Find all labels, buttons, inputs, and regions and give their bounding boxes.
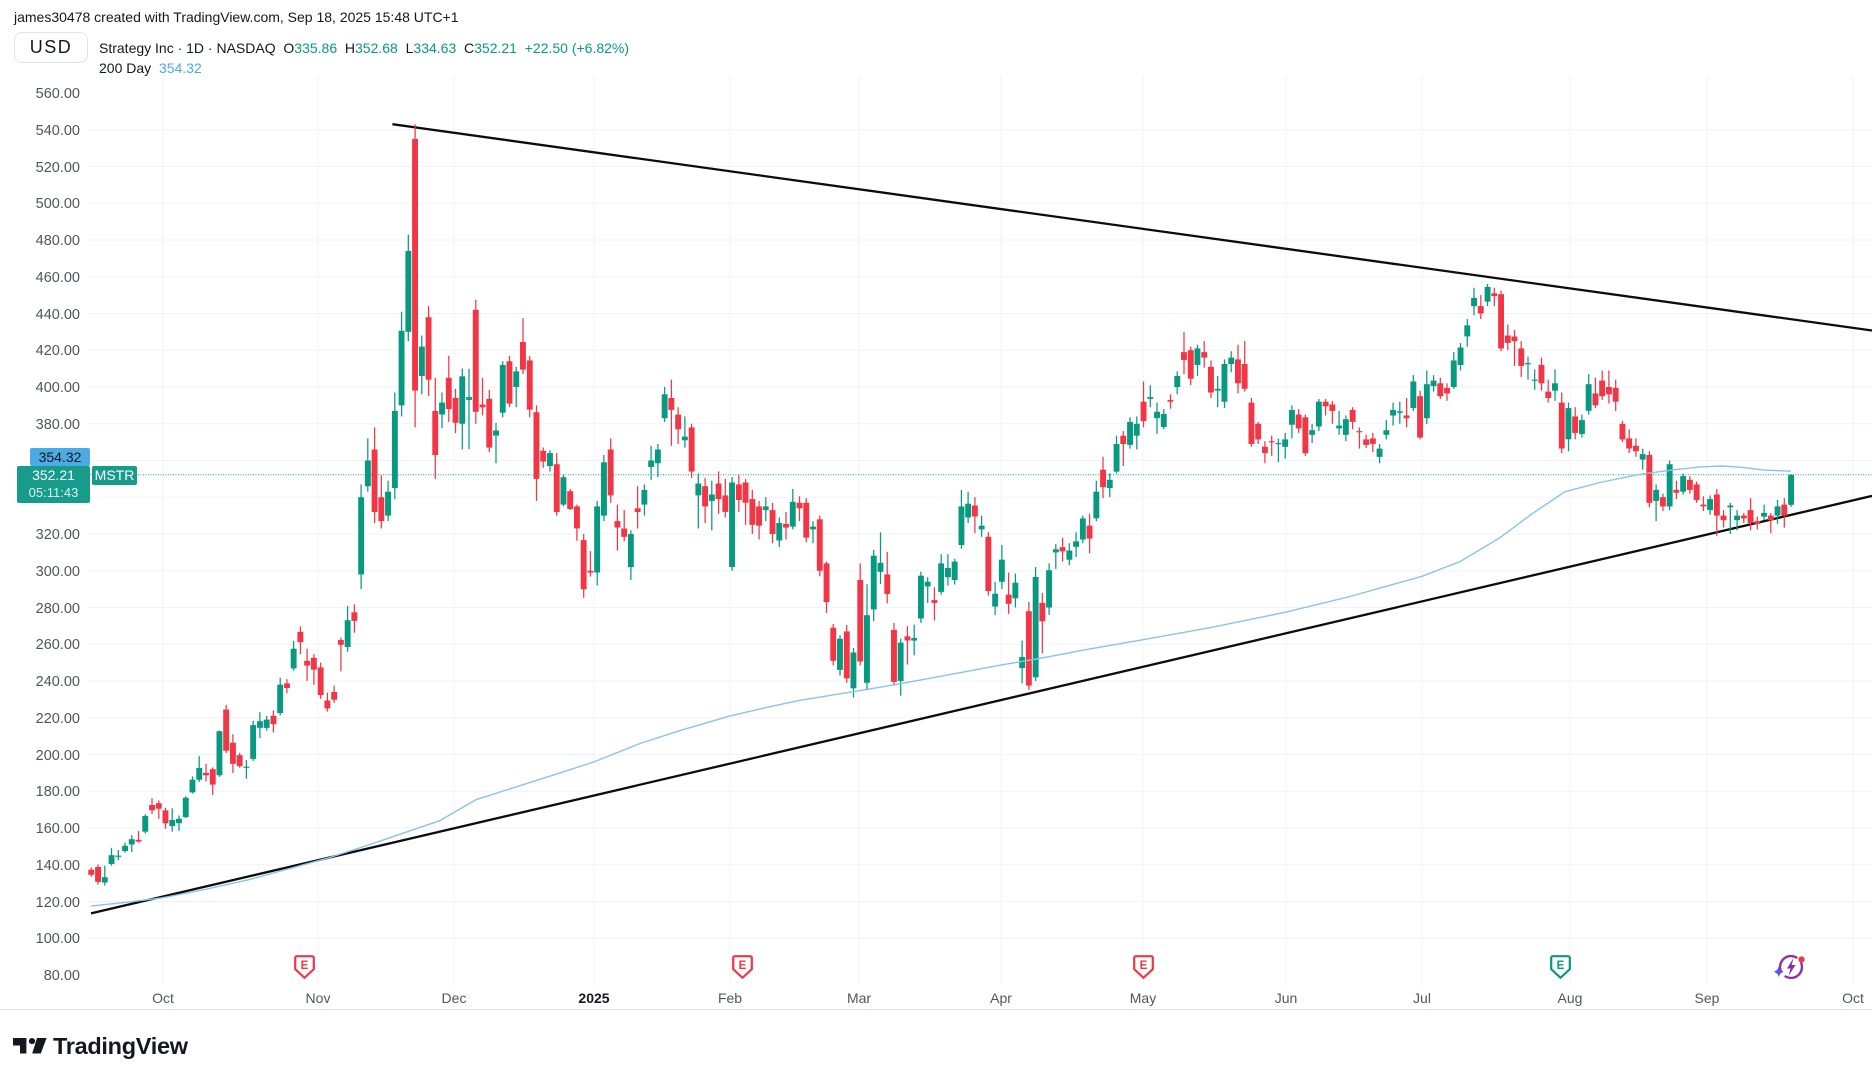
svg-text:E: E: [300, 960, 308, 972]
svg-text:E: E: [1556, 960, 1564, 972]
svg-text:E: E: [738, 960, 746, 972]
svg-text:E: E: [1139, 960, 1147, 972]
